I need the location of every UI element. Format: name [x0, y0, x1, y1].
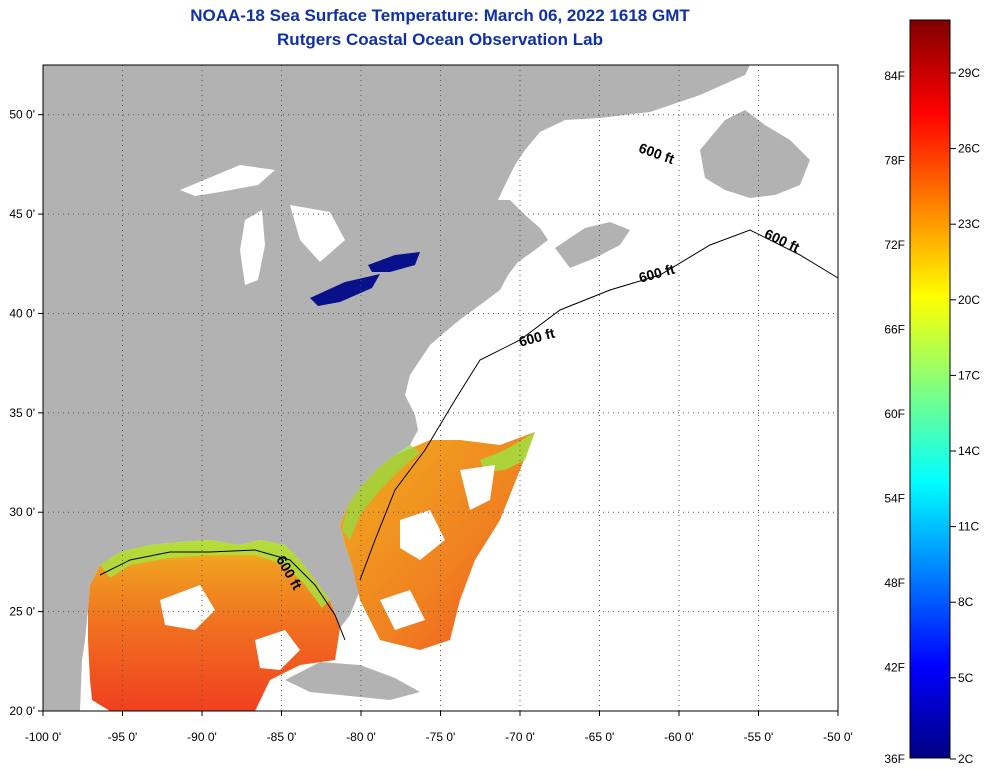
gulf-st-lawrence: [530, 118, 700, 215]
land-cuba: [285, 662, 420, 700]
colorbar-f-label: 60F: [884, 407, 905, 421]
colorbar-c-label: 11C: [958, 520, 979, 534]
colorbar-f-label: 78F: [884, 154, 905, 168]
colorbar-fahrenheit-labels: 84F 78F 72F 66F 60F 54F 48F 42F 36F: [884, 69, 905, 766]
lon-tick-label: -55 0': [744, 730, 774, 744]
colorbar-f-label: 36F: [884, 752, 905, 766]
land-newfoundland: [700, 110, 810, 198]
colorbar-c-label: 23C: [958, 217, 980, 231]
lake-ontario: [368, 252, 420, 272]
map-subtitle: Rutgers Coastal Ocean Observation Lab: [277, 30, 603, 49]
lon-tick-label: -50 0': [823, 730, 853, 744]
colorbar-f-label: 66F: [884, 323, 905, 337]
colorbar-f-label: 84F: [884, 69, 905, 83]
lon-tick-label: -60 0': [664, 730, 694, 744]
colorbar-c-label: 26C: [958, 142, 980, 156]
lake-erie: [310, 274, 380, 306]
lat-tick-label: 25 0': [9, 605, 35, 619]
colorbar-f-label: 42F: [884, 661, 905, 675]
lon-tick-label: -95 0': [108, 730, 138, 744]
colorbar-c-label: 29C: [958, 66, 980, 80]
lon-tick-label: -65 0': [585, 730, 615, 744]
lake-superior: [180, 165, 275, 196]
colorbar-c-label: 20C: [958, 293, 980, 307]
sst-gulf-coastal-band: [100, 540, 330, 608]
lon-tick-label: -75 0': [426, 730, 456, 744]
land-nova-scotia: [555, 222, 630, 268]
lake-huron: [290, 205, 345, 262]
lat-tick-label: 20 0': [9, 704, 35, 718]
lon-axis: -100 0' -95 0' -90 0' -85 0' -80 0' -75 0' -70…: [25, 711, 853, 744]
colorbar-f-label: 48F: [884, 576, 905, 590]
lon-tick-label: -80 0': [346, 730, 376, 744]
map-title: NOAA-18 Sea Surface Temperature: March 0…: [190, 6, 690, 25]
lat-tick-label: 50 0': [9, 108, 35, 122]
isobath-600ft: [99, 229, 839, 641]
lat-tick-label: 40 0': [9, 306, 35, 320]
sst-cape-hatteras-north: [480, 432, 535, 472]
colorbar-c-label: 14C: [958, 444, 980, 458]
colorbar-gradient: [909, 19, 951, 759]
sst-atlantic-coastal-band: [342, 445, 420, 540]
lat-axis: 20 0' 25 0' 30 0' 35 0' 40 0' 45 0' 50 0': [9, 108, 43, 718]
lat-tick-label: 35 0': [9, 406, 35, 420]
lon-tick-label: -90 0': [187, 730, 217, 744]
colorbar-c-label: 5C: [958, 671, 974, 685]
lake-michigan: [240, 210, 265, 285]
colorbar-f-label: 54F: [884, 492, 905, 506]
colorbar-celsius-labels: 29C 26C 23C 20C 17C 14C 11C 8C 5C 2C: [950, 66, 980, 766]
land-north-america: [43, 65, 750, 711]
colorbar-f-label: 72F: [884, 238, 905, 252]
colorbar-c-label: 17C: [958, 368, 980, 382]
lat-tick-label: 30 0': [9, 505, 35, 519]
lon-tick-label: -85 0': [267, 730, 297, 744]
colorbar-c-label: 8C: [958, 595, 974, 609]
lon-tick-label: -100 0': [25, 730, 61, 744]
lat-tick-label: 45 0': [9, 207, 35, 221]
colorbar-c-label: 2C: [958, 752, 974, 766]
lon-tick-label: -70 0': [505, 730, 535, 744]
cloud-gap: [160, 465, 495, 670]
